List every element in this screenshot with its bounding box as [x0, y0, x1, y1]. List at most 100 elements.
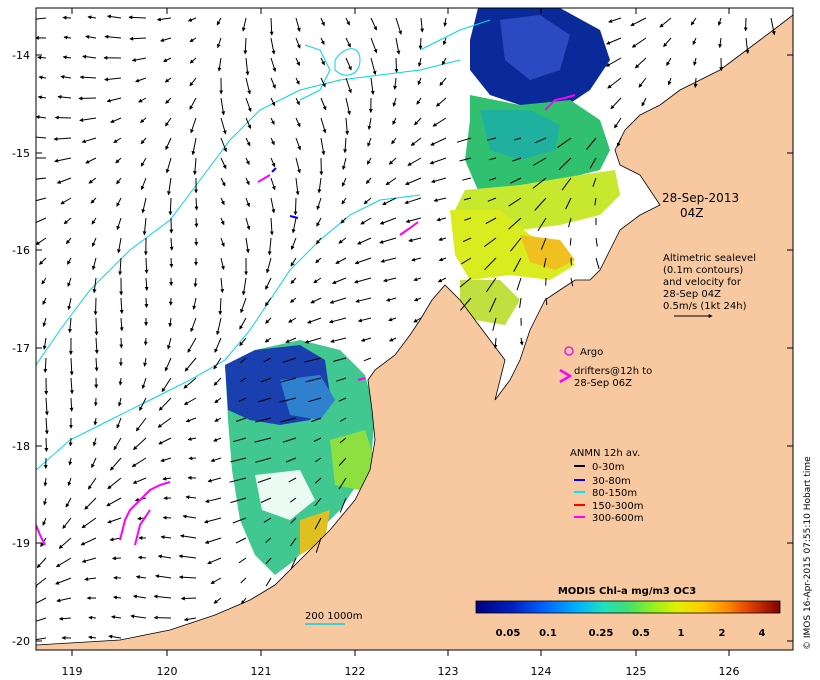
velocity-arrow — [557, 137, 572, 149]
velocity-arrow — [216, 17, 222, 26]
velocity-arrow — [168, 317, 173, 328]
velocity-arrow — [245, 157, 250, 165]
svg-text:300-600m: 300-600m — [592, 513, 644, 524]
velocity-arrow — [295, 57, 300, 67]
velocity-arrow — [570, 277, 574, 287]
svg-text:80-150m: 80-150m — [592, 488, 637, 499]
velocity-arrow — [320, 137, 326, 156]
velocity-arrow — [192, 157, 197, 176]
velocity-arrow — [295, 17, 301, 32]
velocity-arrow — [264, 297, 272, 307]
velocity-arrow — [138, 97, 147, 103]
velocity-arrow — [270, 197, 276, 214]
velocity-arrow — [169, 257, 174, 268]
velocity-arrow — [367, 117, 372, 130]
velocity-arrow — [335, 257, 347, 264]
velocity-arrow — [257, 477, 272, 483]
velocity-arrow — [245, 237, 250, 254]
svg-text:and velocity for: and velocity for — [663, 277, 742, 288]
anmn-legend-title: ANMN 12h av. — [570, 448, 640, 459]
velocity-arrow — [314, 457, 322, 463]
velocity-arrow — [205, 497, 222, 503]
velocity-arrow — [354, 277, 372, 284]
velocity-arrow — [165, 117, 172, 127]
velocity-arrow — [108, 634, 122, 639]
velocity-arrow — [360, 337, 372, 342]
velocity-arrow — [437, 277, 447, 283]
velocity-arrow — [594, 197, 597, 206]
velocity-arrow — [718, 37, 723, 49]
velocity-arrow — [487, 137, 497, 141]
velocity-arrow — [418, 37, 423, 50]
velocity-arrow — [182, 514, 197, 519]
velocity-arrow — [131, 457, 147, 468]
velocity-arrow — [135, 77, 147, 83]
velocity-arrow — [328, 317, 347, 324]
velocity-arrow — [167, 177, 172, 196]
velocity-arrow — [94, 357, 99, 372]
velocity-arrow — [443, 17, 448, 27]
velocity-arrow — [608, 17, 622, 23]
velocity-arrow — [417, 77, 422, 86]
velocity-arrow — [391, 137, 397, 145]
velocity-arrow — [232, 517, 247, 524]
velocity-arrow — [213, 357, 222, 370]
velocity-arrow — [561, 177, 572, 191]
velocity-arrow — [185, 495, 197, 500]
velocity-arrow — [345, 117, 350, 136]
colorbar-tick: 4 — [759, 628, 766, 639]
velocity-arrow — [180, 596, 197, 601]
map-frame — [35, 7, 794, 651]
velocity-arrow — [69, 397, 74, 412]
velocity-arrow — [162, 476, 172, 481]
velocity-arrow — [316, 217, 322, 227]
velocity-arrow — [143, 357, 148, 367]
velocity-arrow — [610, 97, 622, 110]
velocity-arrow — [106, 497, 122, 507]
velocity-arrow — [235, 537, 247, 544]
velocity-arrow — [39, 257, 47, 265]
velocity-arrow — [158, 437, 172, 445]
velocity-arrow — [214, 337, 222, 353]
velocity-arrow — [87, 15, 97, 20]
velocity-arrow — [192, 297, 197, 310]
velocity-arrow — [295, 77, 300, 85]
velocity-arrow — [162, 57, 172, 62]
velocity-arrow — [57, 94, 72, 99]
velocity-arrow — [110, 117, 122, 123]
velocity-arrow — [184, 357, 197, 372]
velocity-arrow — [280, 377, 297, 383]
velocity-arrow — [745, 37, 750, 54]
velocity-arrow — [365, 177, 372, 185]
velocity-arrow — [388, 157, 397, 165]
velocity-arrow — [314, 517, 322, 530]
velocity-arrow — [416, 97, 422, 105]
velocity-arrow — [513, 137, 522, 141]
velocity-arrow — [432, 117, 447, 127]
velocity-arrow — [128, 15, 147, 20]
drifter-icon — [559, 368, 573, 384]
velocity-arrow — [187, 337, 197, 353]
velocity-arrow — [220, 257, 225, 271]
velocity-arrow — [81, 517, 97, 529]
velocity-arrow — [215, 317, 222, 336]
velocity-arrow — [112, 595, 122, 600]
velocity-arrow — [144, 277, 149, 291]
velocity-arrow — [569, 237, 572, 246]
velocity-arrow — [220, 237, 225, 248]
velocity-arrow — [241, 277, 247, 296]
velocity-arrow — [484, 237, 497, 248]
velocity-arrow — [140, 137, 147, 145]
velocity-arrow — [489, 297, 497, 313]
lat-tick-label: -19 — [12, 537, 30, 550]
velocity-arrow — [592, 177, 597, 187]
velocity-arrow — [459, 277, 472, 288]
velocity-arrow — [441, 57, 447, 66]
velocity-arrow — [80, 537, 97, 546]
velocity-arrow — [270, 77, 276, 89]
lon-tick-label: 120 — [157, 665, 178, 678]
lat-tick-label: -20 — [12, 635, 30, 648]
velocity-arrow — [82, 54, 97, 59]
velocity-arrow — [417, 57, 422, 67]
